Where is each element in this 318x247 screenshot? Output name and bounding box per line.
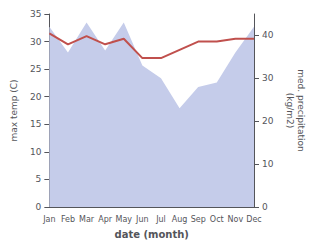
- svg-text:25: 25: [30, 64, 41, 74]
- svg-text:10: 10: [262, 159, 274, 169]
- svg-text:Feb: Feb: [61, 215, 75, 224]
- svg-text:Apr: Apr: [98, 215, 113, 224]
- svg-text:Sep: Sep: [191, 215, 206, 224]
- svg-text:5: 5: [36, 174, 42, 184]
- svg-text:35: 35: [30, 9, 41, 19]
- svg-text:30: 30: [30, 37, 42, 47]
- svg-text:15: 15: [30, 119, 41, 129]
- svg-text:date (month): date (month): [114, 229, 188, 240]
- svg-text:20: 20: [30, 92, 42, 102]
- svg-text:Jun: Jun: [135, 215, 149, 224]
- svg-text:0: 0: [36, 202, 42, 212]
- svg-text:40: 40: [262, 30, 274, 40]
- svg-text:Jul: Jul: [155, 215, 166, 224]
- svg-text:10: 10: [30, 147, 42, 157]
- svg-text:May: May: [115, 215, 132, 224]
- svg-text:20: 20: [262, 116, 274, 126]
- svg-text:Mar: Mar: [79, 215, 95, 224]
- svg-text:(kg/m2): (kg/m2): [285, 93, 295, 128]
- svg-text:med. precipitation: med. precipitation: [296, 69, 306, 151]
- svg-text:0: 0: [262, 202, 268, 212]
- svg-text:Aug: Aug: [172, 215, 188, 224]
- svg-text:30: 30: [262, 73, 274, 83]
- svg-text:max temp (C): max temp (C): [9, 79, 19, 141]
- svg-text:Nov: Nov: [228, 215, 244, 224]
- svg-text:Oct: Oct: [210, 215, 224, 224]
- svg-text:Jan: Jan: [42, 215, 55, 224]
- svg-text:Dec: Dec: [246, 215, 261, 224]
